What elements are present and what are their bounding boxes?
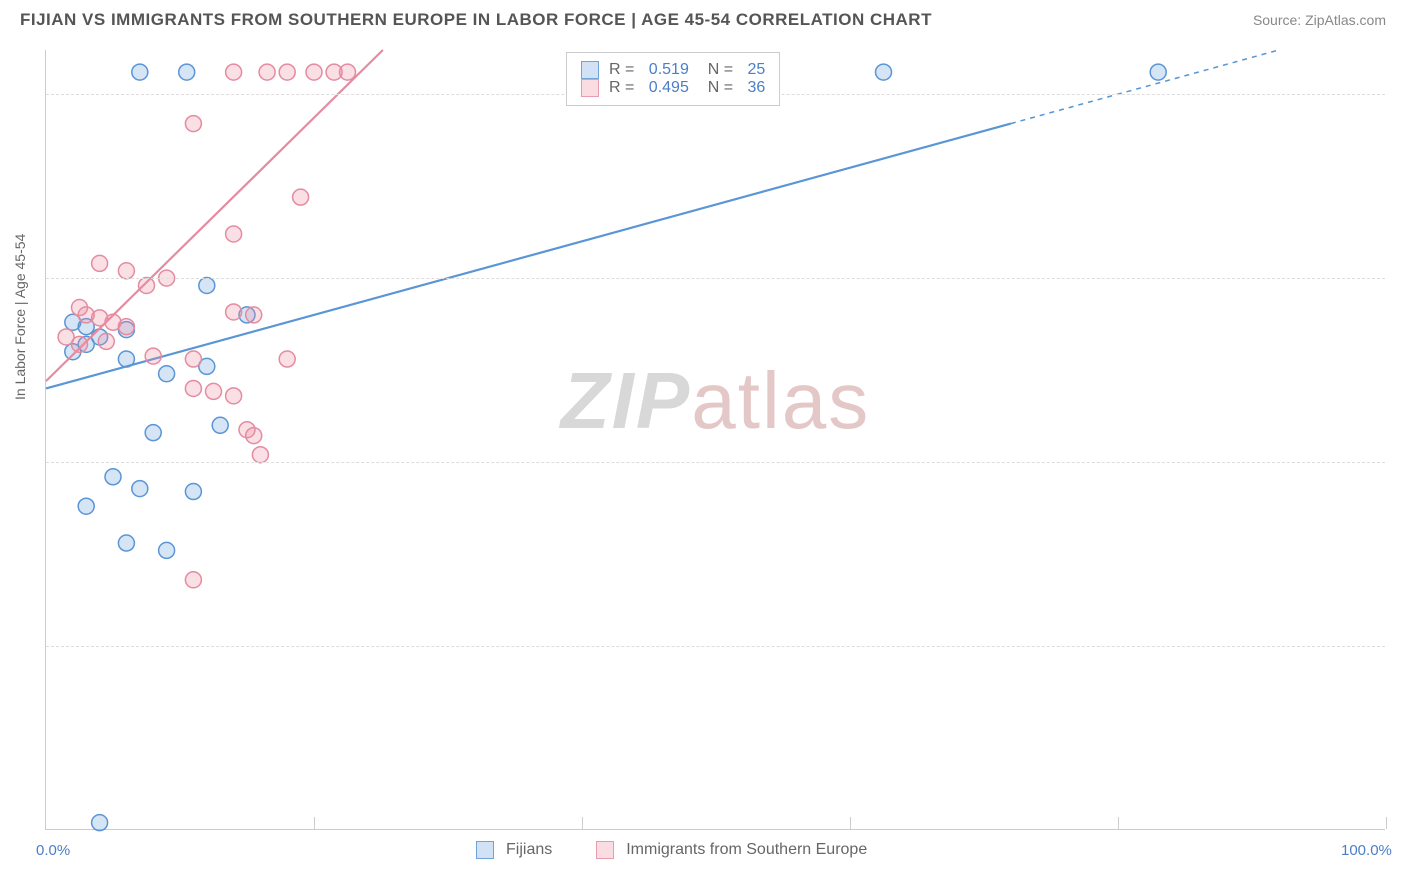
x-tick: [1386, 817, 1387, 829]
data-point: [306, 64, 322, 80]
swatch-icon: [581, 61, 599, 79]
y-tick-label: 87.5%: [1400, 270, 1406, 287]
series-legend: Fijians Immigrants from Southern Europe: [476, 841, 867, 859]
swatch-icon: [581, 79, 599, 97]
scatter-svg: [46, 50, 1385, 829]
data-point: [185, 116, 201, 132]
data-point: [139, 277, 155, 293]
data-point: [118, 535, 134, 551]
correlation-legend: R = 0.519 N = 25 R = 0.495 N = 36: [566, 52, 780, 106]
data-point: [246, 307, 262, 323]
data-point: [252, 447, 268, 463]
legend-label-fijians: Fijians: [506, 841, 552, 859]
chart-plot-area: ZIPatlas R = 0.519 N = 25 R = 0.495 N = …: [45, 50, 1385, 830]
x-axis-label: 0.0%: [36, 842, 70, 859]
data-point: [159, 542, 175, 558]
x-tick: [582, 817, 583, 829]
data-point: [206, 383, 222, 399]
data-point: [105, 469, 121, 485]
legend-row-fijians: R = 0.519 N = 25: [581, 61, 765, 79]
data-point: [132, 64, 148, 80]
data-point: [876, 64, 892, 80]
data-point: [259, 64, 275, 80]
y-tick-label: 62.5%: [1400, 638, 1406, 655]
data-point: [226, 226, 242, 242]
trend-line-dashed: [1011, 50, 1279, 124]
data-point: [159, 366, 175, 382]
chart-header: FIJIAN VS IMMIGRANTS FROM SOUTHERN EUROP…: [0, 0, 1406, 35]
data-point: [78, 498, 94, 514]
data-point: [279, 64, 295, 80]
swatch-icon: [476, 841, 494, 859]
data-point: [199, 277, 215, 293]
source-label: Source: ZipAtlas.com: [1253, 12, 1386, 28]
chart-title: FIJIAN VS IMMIGRANTS FROM SOUTHERN EUROP…: [20, 10, 932, 30]
data-point: [179, 64, 195, 80]
x-tick: [850, 817, 851, 829]
y-tick-label: 75.0%: [1400, 454, 1406, 471]
data-point: [92, 815, 108, 831]
data-point: [226, 64, 242, 80]
trend-line: [46, 124, 1011, 389]
data-point: [118, 263, 134, 279]
trend-line: [46, 50, 383, 381]
x-axis-label: 100.0%: [1341, 842, 1392, 859]
x-tick: [314, 817, 315, 829]
data-point: [226, 388, 242, 404]
swatch-icon: [596, 841, 614, 859]
data-point: [185, 484, 201, 500]
data-point: [98, 333, 114, 349]
y-axis-label: In Labor Force | Age 45-54: [12, 234, 28, 400]
data-point: [132, 481, 148, 497]
data-point: [185, 351, 201, 367]
gridline: [46, 278, 1385, 279]
legend-label-immigrants: Immigrants from Southern Europe: [626, 841, 867, 859]
data-point: [145, 348, 161, 364]
data-point: [246, 428, 262, 444]
data-point: [185, 380, 201, 396]
data-point: [72, 336, 88, 352]
data-point: [145, 425, 161, 441]
data-point: [279, 351, 295, 367]
x-tick: [1118, 817, 1119, 829]
gridline: [46, 646, 1385, 647]
data-point: [293, 189, 309, 205]
data-point: [118, 319, 134, 335]
data-point: [212, 417, 228, 433]
data-point: [92, 255, 108, 271]
data-point: [185, 572, 201, 588]
gridline: [46, 462, 1385, 463]
data-point: [340, 64, 356, 80]
data-point: [226, 304, 242, 320]
data-point: [1150, 64, 1166, 80]
y-tick-label: 100.0%: [1400, 86, 1406, 103]
legend-row-immigrants: R = 0.495 N = 36: [581, 79, 765, 97]
data-point: [118, 351, 134, 367]
